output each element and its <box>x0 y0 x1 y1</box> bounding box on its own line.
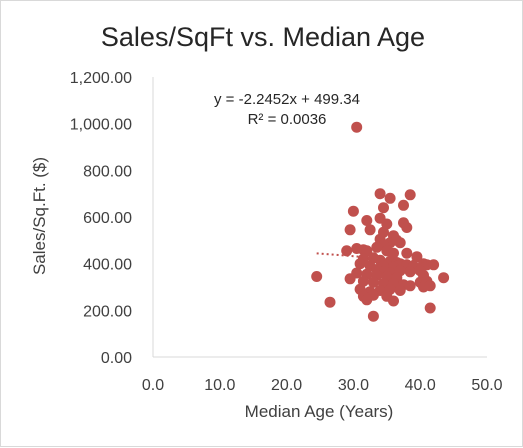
x-tick-label: 30.0 <box>338 377 369 394</box>
data-point <box>384 192 396 204</box>
data-point <box>344 273 356 285</box>
x-tick-label: 50.0 <box>471 377 502 394</box>
data-point <box>311 271 323 282</box>
y-tick-label: 800.00 <box>83 163 132 180</box>
y-tick-label: 1,000.00 <box>70 117 132 134</box>
data-point <box>324 296 336 308</box>
data-point <box>411 251 423 263</box>
data-point <box>378 202 389 214</box>
x-tick-label: 0.0 <box>142 377 164 394</box>
data-point <box>438 272 450 284</box>
data-point <box>361 294 373 306</box>
data-point <box>424 280 436 292</box>
data-point <box>347 205 359 217</box>
chart-title: Sales/SqFt vs. Median Age <box>101 22 425 52</box>
y-tick-label: 0.00 <box>101 350 132 367</box>
data-point <box>424 302 436 314</box>
y-tick-label: 400.00 <box>83 257 132 274</box>
y-tick-label: 200.00 <box>83 303 132 320</box>
y-tick-label: 1,200.00 <box>70 70 132 87</box>
y-axis-title: Sales/Sq.Ft. ($) <box>30 157 49 275</box>
trendline-equation: y = -2.2452x + 499.34 <box>214 91 360 108</box>
data-point <box>374 188 386 200</box>
x-tick-label: 10.0 <box>204 377 235 394</box>
data-point <box>361 215 373 226</box>
data-point <box>367 276 379 288</box>
data-point <box>391 234 403 246</box>
data-point <box>404 189 416 201</box>
data-point <box>388 295 399 307</box>
data-point <box>354 258 366 270</box>
y-tick-label: 600.00 <box>83 210 132 227</box>
trendline <box>316 252 437 264</box>
data-point <box>404 280 416 292</box>
data-point <box>401 247 413 259</box>
data-point <box>401 222 413 233</box>
data-point <box>344 224 356 236</box>
data-point <box>371 241 383 253</box>
x-axis-title: Median Age (Years) <box>245 402 394 421</box>
x-tick-label: 40.0 <box>405 377 436 394</box>
data-point <box>351 121 363 133</box>
data-point <box>364 224 376 236</box>
data-point <box>367 310 379 322</box>
data-point <box>341 245 353 257</box>
data-point <box>394 285 406 296</box>
data-point <box>404 266 416 278</box>
data-point <box>398 199 409 211</box>
data-point <box>428 259 440 271</box>
x-tick-label: 20.0 <box>271 377 302 394</box>
trendline-r-squared: R² = 0.0036 <box>248 111 327 128</box>
